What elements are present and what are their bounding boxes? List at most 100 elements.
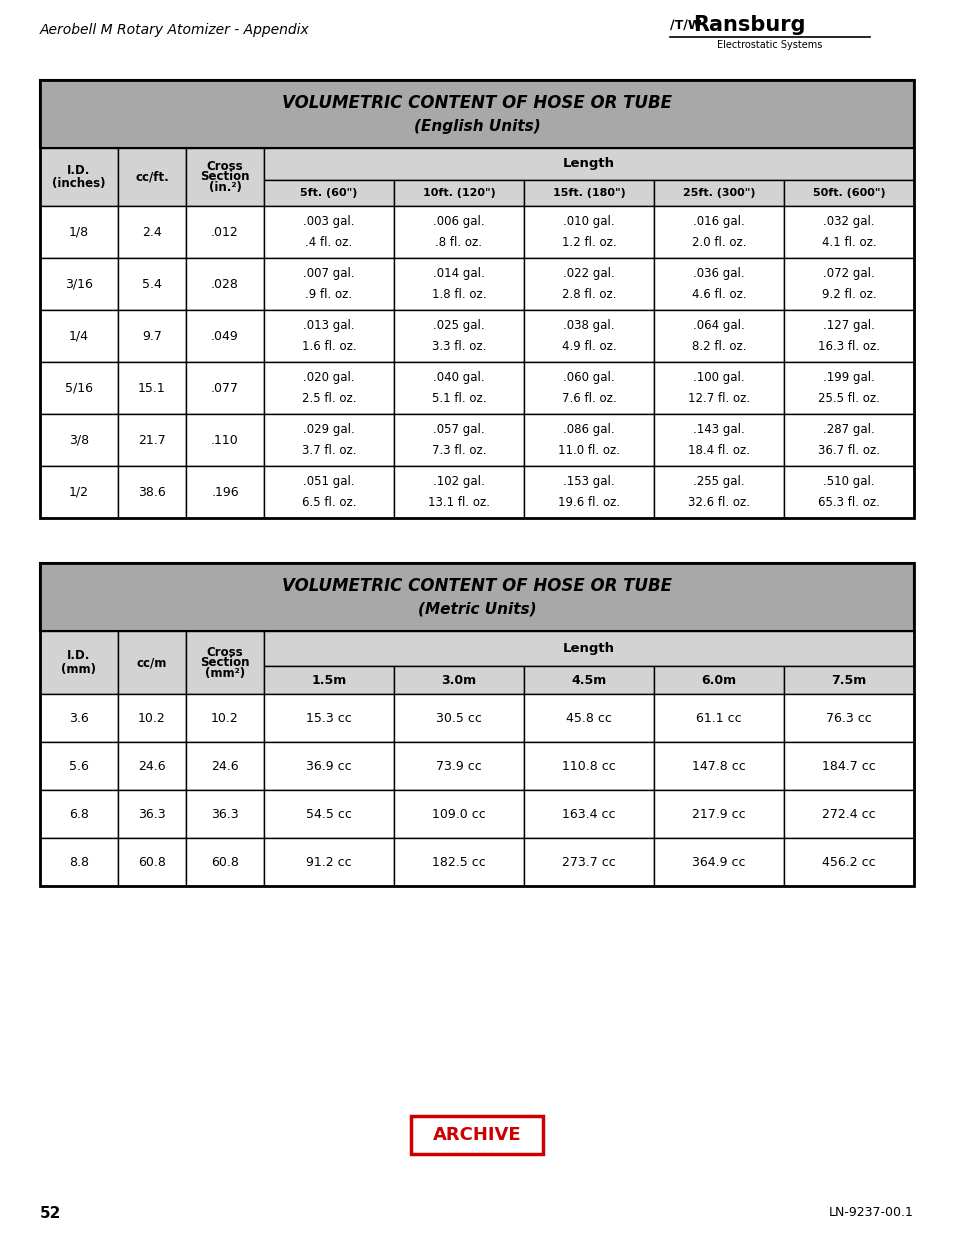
- Text: 217.9 cc: 217.9 cc: [692, 808, 745, 820]
- Text: .287 gal.: .287 gal.: [822, 422, 874, 436]
- Bar: [783, 694, 913, 742]
- Text: .051 gal.: .051 gal.: [303, 474, 355, 488]
- Text: 24.6: 24.6: [211, 760, 238, 773]
- Text: (in.²): (in.²): [209, 180, 241, 194]
- Text: 9.7: 9.7: [142, 330, 162, 342]
- Bar: [394, 466, 523, 517]
- Bar: [394, 839, 523, 885]
- Text: 147.8 cc: 147.8 cc: [691, 760, 745, 773]
- Bar: [394, 742, 523, 790]
- Bar: [523, 362, 654, 414]
- Bar: [118, 148, 186, 206]
- Text: 1.6 fl. oz.: 1.6 fl. oz.: [301, 341, 355, 353]
- Text: 3.7 fl. oz.: 3.7 fl. oz.: [301, 445, 355, 457]
- Bar: [40, 310, 118, 362]
- Text: 2.0 fl. oz.: 2.0 fl. oz.: [691, 236, 745, 249]
- Text: .012: .012: [211, 226, 238, 238]
- Text: .036 gal.: .036 gal.: [693, 267, 744, 279]
- Text: 73.9 cc: 73.9 cc: [436, 760, 481, 773]
- Text: 36.9 cc: 36.9 cc: [306, 760, 352, 773]
- Text: 45.8 cc: 45.8 cc: [565, 711, 611, 725]
- Bar: [264, 790, 394, 839]
- Text: 4.5m: 4.5m: [571, 673, 606, 687]
- Text: 109.0 cc: 109.0 cc: [432, 808, 485, 820]
- Text: .013 gal.: .013 gal.: [303, 319, 355, 331]
- Text: .4 fl. oz.: .4 fl. oz.: [305, 236, 353, 249]
- Text: .060 gal.: .060 gal.: [562, 370, 614, 384]
- Bar: [264, 839, 394, 885]
- Bar: [118, 694, 186, 742]
- Text: .057 gal.: .057 gal.: [433, 422, 484, 436]
- Text: .072 gal.: .072 gal.: [822, 267, 874, 279]
- Bar: [186, 466, 264, 517]
- Text: 60.8: 60.8: [138, 856, 166, 868]
- Bar: [118, 631, 186, 694]
- Bar: [654, 414, 783, 466]
- Text: (Metric Units): (Metric Units): [417, 601, 536, 616]
- Bar: [654, 310, 783, 362]
- Bar: [411, 1116, 542, 1153]
- Text: ARCHIVE: ARCHIVE: [433, 1126, 520, 1144]
- Text: 1.5m: 1.5m: [311, 673, 346, 687]
- Bar: [40, 839, 118, 885]
- Text: (English Units): (English Units): [414, 119, 539, 133]
- Text: .003 gal.: .003 gal.: [303, 215, 355, 227]
- Bar: [186, 694, 264, 742]
- Bar: [264, 631, 913, 666]
- Bar: [783, 258, 913, 310]
- Text: Length: Length: [562, 642, 615, 655]
- Text: 6.8: 6.8: [69, 808, 89, 820]
- Text: 21.7: 21.7: [138, 433, 166, 447]
- Text: 15.3 cc: 15.3 cc: [306, 711, 352, 725]
- Text: LN-9237-00.1: LN-9237-00.1: [828, 1207, 913, 1219]
- Bar: [40, 148, 118, 206]
- Text: .025 gal.: .025 gal.: [433, 319, 484, 331]
- Bar: [523, 310, 654, 362]
- Text: .022 gal.: .022 gal.: [562, 267, 615, 279]
- Bar: [40, 631, 118, 694]
- Bar: [40, 742, 118, 790]
- Text: cc/ft.: cc/ft.: [135, 170, 169, 184]
- Text: 4.6 fl. oz.: 4.6 fl. oz.: [691, 289, 745, 301]
- Text: 9.2 fl. oz.: 9.2 fl. oz.: [821, 289, 876, 301]
- Text: 36.7 fl. oz.: 36.7 fl. oz.: [817, 445, 879, 457]
- Text: 1/4: 1/4: [69, 330, 89, 342]
- Bar: [394, 666, 523, 694]
- Text: Cross: Cross: [207, 161, 243, 173]
- Bar: [394, 206, 523, 258]
- Bar: [523, 790, 654, 839]
- Text: .020 gal.: .020 gal.: [303, 370, 355, 384]
- Text: 2.5 fl. oz.: 2.5 fl. oz.: [301, 393, 355, 405]
- Bar: [523, 206, 654, 258]
- Text: ∕T∕W: ∕T∕W: [669, 19, 700, 32]
- Text: .255 gal.: .255 gal.: [693, 474, 744, 488]
- Bar: [40, 563, 913, 885]
- Bar: [783, 362, 913, 414]
- Bar: [394, 790, 523, 839]
- Bar: [783, 180, 913, 206]
- Text: 4.1 fl. oz.: 4.1 fl. oz.: [821, 236, 876, 249]
- Text: 25ft. (300"): 25ft. (300"): [682, 188, 755, 198]
- Text: 15.1: 15.1: [138, 382, 166, 394]
- Text: 8.2 fl. oz.: 8.2 fl. oz.: [691, 341, 745, 353]
- Text: 1.8 fl. oz.: 1.8 fl. oz.: [432, 289, 486, 301]
- Bar: [40, 80, 913, 517]
- Text: 19.6 fl. oz.: 19.6 fl. oz.: [558, 496, 619, 510]
- Text: I.D.: I.D.: [68, 650, 91, 662]
- Text: Ransburg: Ransburg: [692, 15, 804, 35]
- Text: Cross: Cross: [207, 646, 243, 659]
- Bar: [264, 258, 394, 310]
- Text: 3/8: 3/8: [69, 433, 89, 447]
- Bar: [118, 466, 186, 517]
- Bar: [523, 258, 654, 310]
- Bar: [264, 148, 913, 180]
- Text: .110: .110: [211, 433, 238, 447]
- Text: Electrostatic Systems: Electrostatic Systems: [717, 40, 821, 49]
- Bar: [264, 362, 394, 414]
- Text: 38.6: 38.6: [138, 485, 166, 499]
- Text: 10.2: 10.2: [211, 711, 238, 725]
- Text: 272.4 cc: 272.4 cc: [821, 808, 875, 820]
- Text: 2.4: 2.4: [142, 226, 162, 238]
- Text: 163.4 cc: 163.4 cc: [561, 808, 615, 820]
- Text: 3/16: 3/16: [65, 278, 92, 290]
